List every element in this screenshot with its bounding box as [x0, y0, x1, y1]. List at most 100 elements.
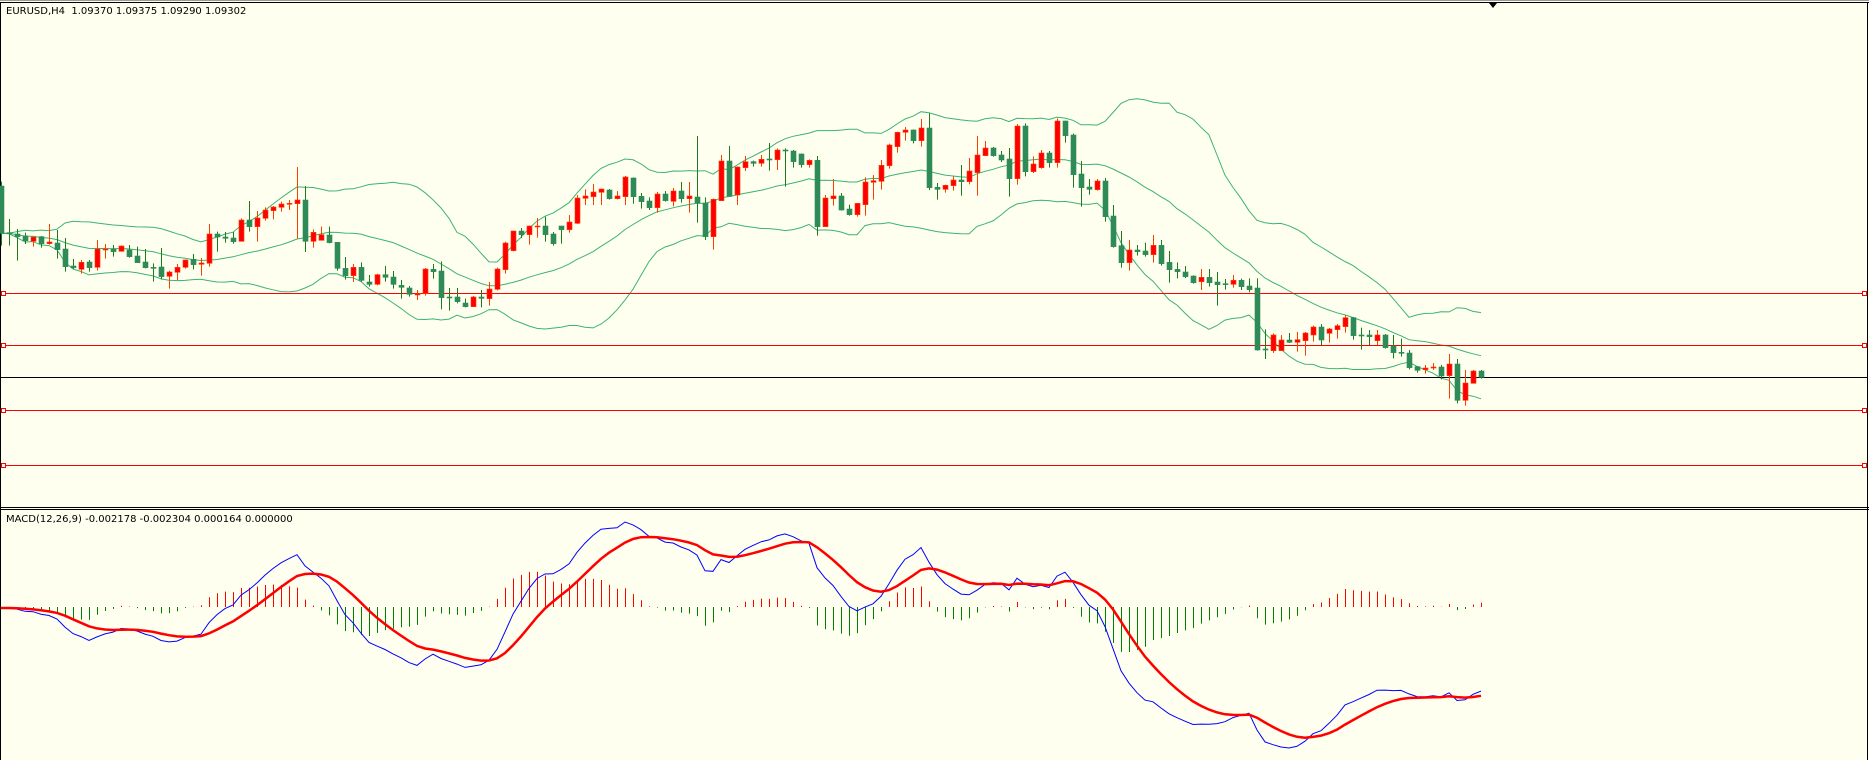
line-handle-left[interactable] [1, 463, 6, 468]
candle-body [702, 202, 709, 237]
candle-body [1094, 180, 1101, 190]
candle-bear [1478, 370, 1485, 379]
candle-body [1054, 120, 1061, 163]
candle-bear [342, 257, 349, 280]
candle-bear [558, 225, 565, 244]
candle-body [1230, 280, 1237, 285]
candle-body [718, 160, 725, 201]
candle-bear [1022, 123, 1029, 177]
candle-body [782, 149, 789, 152]
line-handle-right[interactable] [1862, 463, 1867, 468]
candle-bear [550, 232, 557, 246]
candle-body [662, 193, 669, 201]
candle-bull [950, 176, 957, 191]
candle-body [838, 195, 845, 211]
macd-chart[interactable] [0, 510, 1869, 760]
candle-bull [1054, 118, 1061, 168]
panel-separator[interactable] [0, 507, 1869, 508]
candle-body [1454, 363, 1461, 401]
candle-bear [910, 129, 917, 144]
candle-body [966, 170, 973, 182]
candle-body [446, 296, 453, 299]
candle-bull [350, 264, 357, 282]
macd-main-line [0, 521, 1482, 749]
candle-bull [894, 131, 901, 153]
candle-bear [126, 245, 133, 258]
candle-body [638, 196, 645, 202]
candle-body [414, 293, 421, 296]
candle-bull [278, 201, 285, 212]
candle-bear [326, 226, 333, 244]
candle-bear [1182, 266, 1189, 278]
candle-bear [390, 271, 397, 289]
candle-body [1190, 275, 1197, 283]
candle-bear [518, 228, 525, 238]
candle-body [910, 129, 917, 141]
candle-body [998, 154, 1005, 161]
macd-lines [0, 521, 1482, 749]
candle-bull [774, 148, 781, 170]
line-handle-left[interactable] [1, 343, 6, 348]
candle-bull [1326, 328, 1333, 343]
candle-body [302, 199, 309, 242]
candle-bear [702, 197, 709, 240]
candle-body [422, 268, 429, 294]
candle-body [406, 287, 413, 295]
candle-bear [998, 151, 1005, 162]
line-handle-left[interactable] [1, 408, 6, 413]
candle-body [1470, 370, 1477, 384]
candle-bear [846, 204, 853, 216]
price-chart[interactable] [0, 0, 1869, 507]
candle-body [254, 217, 261, 227]
candle-body [382, 274, 389, 278]
candle-bull [966, 158, 973, 185]
candle-body [1270, 334, 1277, 351]
candle-body [390, 276, 397, 285]
candle-body [22, 235, 29, 241]
candle-body [502, 242, 509, 270]
candle-body [1078, 173, 1085, 188]
candle-body [542, 225, 549, 235]
candle-bear [214, 231, 221, 252]
candle-body [1358, 334, 1365, 337]
candle-bear [54, 230, 61, 259]
line-handle-right[interactable] [1862, 291, 1867, 296]
candle-bear [1086, 179, 1093, 195]
candle-body [1102, 180, 1109, 217]
candle-body [830, 195, 837, 199]
candle-body [70, 265, 77, 268]
line-handle-right[interactable] [1862, 343, 1867, 348]
line-handle-right[interactable] [1862, 408, 1867, 413]
candle-bear [6, 219, 13, 246]
candle-bear [190, 254, 197, 270]
candles [0, 113, 1485, 406]
candle-bull [102, 244, 109, 259]
macd-signal-line [1, 535, 1482, 739]
candle-body [238, 219, 245, 242]
line-handle-left[interactable] [1, 291, 6, 296]
candle-body [1214, 281, 1221, 285]
candle-body [142, 261, 149, 268]
candle-bear [14, 229, 21, 261]
candle-bear [1414, 366, 1421, 373]
candle-bear [1174, 262, 1181, 279]
candle-body [1438, 366, 1445, 377]
candle-body [54, 242, 61, 250]
candle-bull [1270, 333, 1277, 353]
candle-body [1238, 280, 1245, 287]
candle-body [1334, 325, 1341, 330]
candle-bull [318, 226, 325, 241]
candle-body [646, 200, 653, 208]
candle-bear [1158, 240, 1165, 266]
candle-body [1070, 134, 1077, 175]
bollinger-bands [0, 98, 1482, 400]
candle-body [1206, 277, 1213, 283]
candle-bear [110, 245, 117, 257]
candle-bull [718, 155, 725, 201]
candle-body [78, 262, 85, 270]
candle-bear [38, 236, 45, 248]
candle-body [1038, 152, 1045, 168]
candle-bear [1006, 148, 1013, 197]
candle-body [790, 150, 797, 162]
chart-shift-marker-icon[interactable] [1489, 3, 1497, 8]
